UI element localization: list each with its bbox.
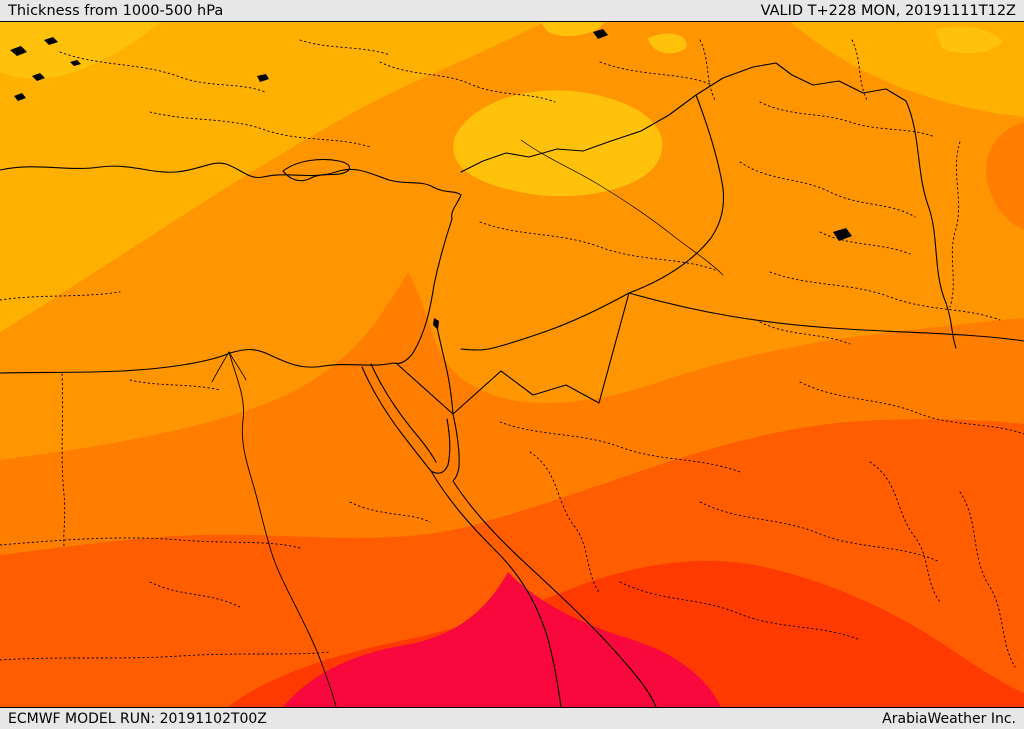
aegean-island [44,37,58,45]
model-run-label: ECMWF MODEL RUN: 20191102T00Z [8,710,267,727]
fill-amber-top-patch-b [648,33,687,54]
admin-line [149,111,371,148]
fill-amber-syria-patch [453,90,663,197]
fill-amber-top-patch-a [540,22,605,37]
valid-time-label: VALID T+228 MON, 20191111T12Z [760,2,1016,19]
admin-boundaries-dotted [0,39,1024,668]
aegean-island [14,93,26,101]
thickness-map-svg [0,22,1024,707]
aegean-island [32,73,45,81]
syria-iraq-border [628,94,725,294]
admin-line [129,379,221,391]
admin-line [379,61,556,103]
jordan-saudi-border [452,292,630,415]
admin-line [599,61,711,85]
admin-line [759,101,936,138]
red-sea-east-shore [452,480,657,707]
admin-line [851,39,868,101]
admin-line [349,501,431,523]
euphrates-river [520,139,724,276]
admin-line [0,291,121,301]
admin-line [61,373,66,547]
admin-line [619,581,861,641]
admin-line [959,491,1016,668]
admin-line [869,461,941,603]
gulf-of-suez-west-shore [361,366,432,472]
gulf-of-aqaba-west-shore [430,418,451,474]
admin-line [739,161,916,218]
gulf-of-suez-east-shore [370,363,437,463]
branding-label: ArabiaWeather Inc. [882,710,1016,727]
mediterranean-coastline [0,162,462,374]
lake-van [833,228,852,241]
cyprus-coastline [282,158,351,182]
footer-bar: ECMWF MODEL RUN: 20191102T00Z ArabiaWeat… [0,707,1024,729]
thickness-fill-layers [0,22,1024,707]
admin-line [699,39,716,101]
nile-delta-branch-west [211,351,230,383]
admin-line [0,651,331,661]
dead-sea [433,318,439,330]
fill-dark-orange-right-edge-patch [985,122,1024,230]
lake-tuz [257,74,269,82]
fill-amber-northwest-corner [0,22,160,79]
nile-delta-branch-east [228,351,247,381]
admin-line [499,421,741,473]
fill-crimson-core [283,572,721,707]
gulf-of-aqaba-east-shore [452,413,460,482]
syria-jordan-border [460,292,630,351]
admin-line [149,581,241,608]
header-bar: Thickness from 1000-500 hPa VALID T+228 … [0,0,1024,22]
map-area [0,22,1024,707]
aegean-island [70,60,81,66]
jordan-rift-border [435,321,454,415]
egypt-israel-border [395,362,454,415]
admin-line [759,321,851,345]
coastlines-and-borders [0,62,1024,707]
iraq-saudi-border [628,292,1024,342]
turkey-lake [593,29,608,39]
admin-line [299,39,391,56]
aegean-island [10,46,27,56]
admin-line [949,141,961,308]
iraq-iran-border [905,100,957,349]
admin-line [819,231,911,255]
map-title: Thickness from 1000-500 hPa [8,2,224,19]
admin-line [529,451,601,595]
fill-light-orange-northwest [0,22,545,332]
admin-line [799,381,1024,435]
lakes-and-islands [10,29,852,330]
admin-line [0,537,301,549]
admin-line [699,501,941,563]
fill-amber-northeast-patch [935,26,1002,54]
red-sea-west-shore [430,470,562,707]
nile-river [228,351,337,707]
